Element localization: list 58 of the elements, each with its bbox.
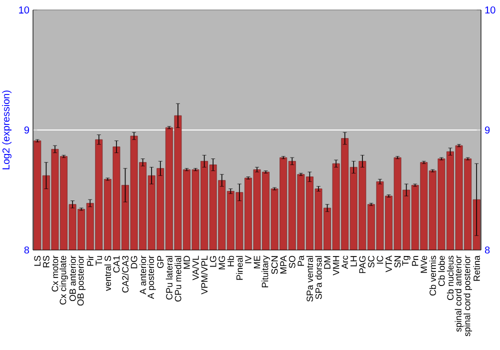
x-tick-label: Pa	[298, 255, 304, 266]
x-tick-label: A anterior	[140, 256, 146, 294]
x-tick-label: DM	[324, 256, 330, 269]
x-tick-label: SC	[368, 256, 374, 268]
x-tick-label: Cx cingulate	[60, 256, 68, 305]
x-tick-label: Cb lobe	[438, 256, 445, 286]
x-tick-label: SO	[288, 256, 296, 268]
x-tick-label: VPM/VPL	[200, 256, 208, 294]
x-tick-label: CPu lateral	[166, 256, 172, 300]
x-tick-label: SPa dorsal	[315, 256, 322, 300]
x-tick-label: GP	[157, 256, 164, 268]
x-tick-label: RS	[42, 256, 50, 268]
x-tick-label: MD	[184, 256, 190, 269]
y-axis-title: Log2 (expression)	[2, 90, 12, 170]
x-tick-label: CPu medial	[174, 256, 182, 302]
x-tick-label: spinal cord anterior	[454, 256, 464, 332]
x-tick-label: MPA	[280, 255, 286, 274]
x-tick-label: OB posterior	[77, 256, 86, 306]
x-tick-label: MVe	[420, 256, 428, 273]
x-tick-label: Pituitary	[262, 255, 270, 288]
x-tick-label: spinal cord posterior	[464, 256, 472, 336]
x-tick-label: Pn	[412, 256, 418, 266]
x-tick-label: SCN	[271, 256, 278, 274]
x-tick-label: Tg	[402, 256, 410, 266]
x-tick-label: Tu	[96, 256, 102, 266]
x-tick-label: A posterior	[147, 256, 156, 299]
x-tick-label: Hb	[227, 256, 234, 266]
x-tick-label: CA1	[113, 256, 120, 273]
x-tick-label: Pir	[86, 256, 94, 266]
x-tick-label: CA2/CA3	[122, 256, 129, 293]
y-tick-label: 8	[24, 246, 30, 254]
y-tick-label: 10	[19, 6, 30, 14]
x-tick-label: LS	[34, 256, 41, 266]
x-tick-label: SN	[394, 256, 401, 268]
x-tick-label: DG	[130, 256, 138, 268]
x-tick-label: Arc	[342, 256, 348, 269]
x-tick-label: Retina	[473, 255, 480, 281]
x-tick-label: LH	[350, 256, 357, 266]
x-tick-label: VA/VL	[192, 256, 199, 280]
x-tick-label: Cb vermis	[429, 256, 436, 296]
x-tick-label: ME	[254, 256, 260, 268]
x-tick-label: OB anterior	[69, 256, 76, 302]
y2-tick-label: 8	[484, 246, 490, 254]
x-tick-label: Cx motor	[52, 256, 58, 292]
y-tick-label: 9	[24, 126, 30, 134]
x-tick-label: PAG	[359, 256, 366, 274]
x-tick-label: Cb nucleus	[446, 256, 454, 300]
x-tick-label: Pineal	[236, 256, 243, 280]
x-tick-label: VTA	[386, 255, 392, 272]
x-tick-label: ventral S	[104, 256, 111, 291]
x-tick-label: LG	[210, 256, 216, 267]
x-tick-label: IV	[245, 256, 252, 264]
x-tick-label: MG	[218, 256, 226, 270]
y2-tick-label: 10	[485, 6, 496, 14]
x-tick-label: SPa ventral	[306, 256, 314, 302]
y2-tick-label: 9	[485, 126, 490, 134]
x-tick-label: VMH	[332, 256, 340, 276]
x-tick-label: IC	[376, 256, 384, 264]
